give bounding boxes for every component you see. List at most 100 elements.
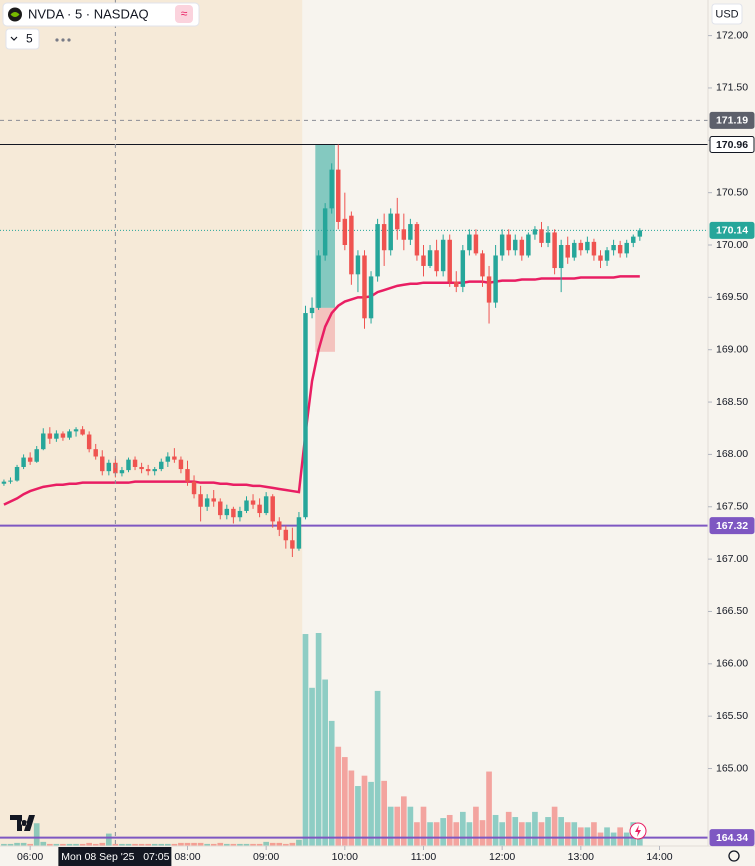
candle-body bbox=[447, 239, 452, 282]
volume-bar bbox=[112, 843, 119, 846]
candle-body bbox=[480, 253, 485, 277]
candle-body bbox=[93, 449, 98, 457]
candle-body bbox=[486, 276, 492, 303]
volume-bar bbox=[60, 843, 66, 846]
price-label: 171.19 bbox=[716, 115, 748, 127]
volume-bar bbox=[145, 843, 151, 846]
y-tick-label: 168.00 bbox=[716, 448, 748, 460]
candle-body bbox=[139, 466, 144, 470]
volume-bar bbox=[191, 842, 197, 846]
candle-body bbox=[113, 462, 118, 474]
volume-bar bbox=[20, 842, 27, 846]
status-glyph: ≈ bbox=[181, 7, 188, 21]
candle-body bbox=[8, 480, 13, 482]
candle-body bbox=[473, 234, 479, 254]
crosshair-time-box bbox=[58, 847, 172, 866]
logo-mark bbox=[10, 12, 20, 17]
chevron bbox=[10, 36, 18, 41]
candle-body bbox=[159, 461, 164, 470]
candle-body bbox=[277, 521, 282, 530]
volume-bar bbox=[27, 843, 33, 846]
volume-bar bbox=[518, 822, 525, 846]
price-label: 170.96 bbox=[716, 139, 748, 151]
volume-bar bbox=[197, 842, 204, 846]
candle-body bbox=[368, 276, 374, 319]
volume-bar bbox=[217, 842, 224, 846]
candle-body bbox=[611, 245, 616, 251]
volume-bar bbox=[250, 843, 256, 846]
candle-body bbox=[598, 255, 603, 261]
currency-button[interactable] bbox=[711, 3, 743, 25]
volume-bar bbox=[302, 634, 309, 846]
status-icon[interactable] bbox=[175, 5, 193, 23]
x-tick-label: 13:00 bbox=[568, 851, 594, 863]
candle-body bbox=[132, 459, 138, 467]
volume-bar bbox=[256, 843, 263, 846]
volume-bar bbox=[79, 843, 86, 846]
volume-bar bbox=[433, 822, 440, 846]
candle-body bbox=[185, 469, 190, 482]
volume-bar bbox=[459, 811, 466, 846]
volume-bar bbox=[473, 806, 479, 846]
candle-body bbox=[375, 224, 380, 277]
x-tick-label: 11:00 bbox=[411, 851, 437, 863]
volume-bar bbox=[355, 786, 361, 846]
candle-body bbox=[401, 229, 407, 240]
candle-body bbox=[100, 456, 105, 472]
volume-bar bbox=[427, 822, 433, 846]
volume-bar bbox=[381, 780, 387, 846]
candle-body bbox=[21, 457, 26, 467]
candle-body bbox=[224, 508, 230, 516]
volume-bar bbox=[486, 771, 492, 846]
y-tick-label: 169.50 bbox=[716, 291, 748, 303]
volume-bar bbox=[492, 814, 499, 846]
x-tick-label: 12:00 bbox=[489, 851, 515, 863]
volume-bar bbox=[53, 843, 60, 846]
volume-bar bbox=[66, 843, 73, 846]
candle-body bbox=[565, 245, 570, 258]
price-label: 170.14 bbox=[716, 225, 748, 237]
candle-body bbox=[165, 456, 171, 462]
volume-bar bbox=[33, 823, 40, 846]
dot bbox=[61, 38, 65, 42]
volume-bar bbox=[282, 843, 289, 846]
volume-bar bbox=[119, 843, 125, 846]
candle-body bbox=[499, 234, 505, 256]
volume-bar bbox=[204, 843, 210, 846]
volume-bar bbox=[479, 820, 486, 846]
candle-body bbox=[237, 510, 243, 518]
symbol-pill[interactable] bbox=[2, 2, 200, 27]
candle-body bbox=[342, 218, 348, 246]
dot bbox=[67, 38, 71, 42]
candle-body bbox=[526, 234, 531, 256]
candle-body bbox=[408, 224, 413, 240]
candle-body bbox=[336, 169, 341, 222]
candle-body bbox=[637, 230, 643, 237]
dot[interactable] bbox=[55, 38, 59, 42]
volume-bar bbox=[210, 843, 217, 846]
volume-bar bbox=[322, 679, 328, 846]
interval-button[interactable] bbox=[5, 28, 40, 50]
volume-bar bbox=[551, 806, 558, 846]
candle-body bbox=[322, 208, 328, 256]
candle-body bbox=[86, 434, 92, 450]
tv-logo[interactable] bbox=[10, 815, 35, 831]
settings-icon[interactable] bbox=[728, 850, 740, 862]
volume-bar bbox=[7, 843, 14, 846]
candle-body bbox=[257, 504, 262, 514]
volume-bar bbox=[86, 842, 92, 846]
volume-bar bbox=[178, 842, 184, 846]
volume-bar bbox=[223, 843, 230, 846]
volume-bar bbox=[151, 843, 158, 846]
candle-body bbox=[316, 255, 321, 308]
y-tick-label: 165.50 bbox=[716, 710, 748, 722]
volume-bar bbox=[237, 843, 243, 846]
candle-body bbox=[493, 255, 498, 303]
candle-body bbox=[395, 213, 400, 230]
candle-body bbox=[604, 250, 610, 261]
volume-bar bbox=[46, 843, 53, 846]
candle-body bbox=[349, 215, 354, 275]
y-tick-label: 171.50 bbox=[716, 82, 748, 94]
candle-body bbox=[309, 307, 315, 314]
